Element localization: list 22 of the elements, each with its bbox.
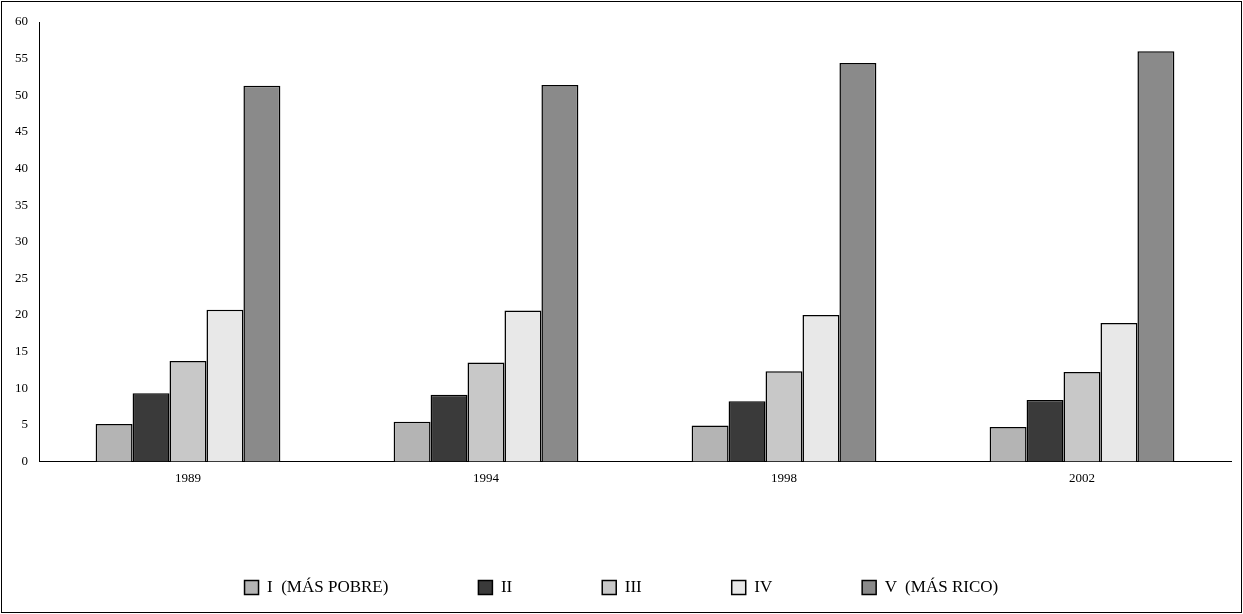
y-tick-label: 20 <box>15 306 28 322</box>
y-tick-label: 55 <box>15 50 28 66</box>
y-tick-label: 40 <box>15 159 28 175</box>
x-tick-label: 1994 <box>473 469 500 485</box>
y-tick-label: 30 <box>15 233 28 249</box>
legend-label: III <box>624 576 643 596</box>
y-tick-label: 45 <box>15 123 28 139</box>
x-tick-label: 1998 <box>771 469 797 485</box>
y-tick-label: 10 <box>15 379 28 395</box>
y-tick-label: 50 <box>15 86 28 102</box>
y-tick-label: 5 <box>21 416 28 432</box>
legend-label: IV <box>754 576 773 596</box>
y-tick-label: 35 <box>15 196 28 212</box>
legend-label: V (MÁS RICO) <box>884 576 999 596</box>
y-tick-label: 25 <box>15 269 28 285</box>
legend-label: II <box>500 576 513 596</box>
y-tick-label: 60 <box>15 13 28 29</box>
x-tick-label: 1989 <box>175 469 201 485</box>
y-tick-label: 0 <box>21 452 28 468</box>
x-tick-label: 2002 <box>1069 469 1095 485</box>
y-tick-label: 15 <box>15 342 28 358</box>
legend-label: I (MÁS POBRE) <box>267 576 389 596</box>
